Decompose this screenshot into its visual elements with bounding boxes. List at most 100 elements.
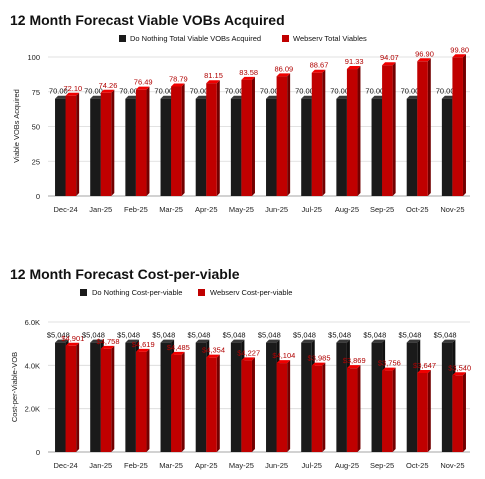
chart1-xtick-label: Oct-25 (406, 205, 429, 214)
chart2-legend: Do Nothing Cost-per-viable Webserv Cost-… (80, 288, 292, 297)
chart1-bar (206, 83, 217, 196)
chart1-bar (65, 95, 77, 196)
chart1-bar (171, 86, 182, 196)
chart1-bar-top (452, 54, 466, 58)
chart2-data-label: $4,354 (202, 346, 225, 355)
chart2-data-label: $4,758 (97, 337, 120, 346)
chart1-bar-top (311, 69, 326, 73)
chart2-bar-top (195, 339, 210, 343)
chart1-bar (311, 72, 323, 196)
chart1-bar-top (90, 95, 104, 99)
chart1-bar-top (171, 83, 185, 87)
chart2-data-label: $3,756 (378, 359, 401, 368)
chart2-data-label: $5,048 (152, 331, 175, 340)
chart2-bar-side (146, 348, 150, 452)
chart2-ytick-label: 2.0K (25, 405, 40, 414)
chart1-bar (336, 98, 347, 196)
chart1-xtick-label: Nov-25 (440, 205, 464, 214)
chart1-bar-top (371, 95, 386, 99)
chart1-data-label: 70.00 (330, 87, 349, 96)
chart2-bar (346, 368, 358, 452)
chart2-bar-side (111, 345, 115, 452)
chart1-ytick-label: 25 (32, 157, 40, 166)
chart2-data-label: $5,048 (293, 331, 316, 340)
chart2-xtick-label: Apr-25 (195, 461, 218, 470)
chart1-legend: Do Nothing Total Viable VOBs Acquired We… (119, 34, 367, 43)
chart2-bar-side (462, 372, 466, 452)
chart2-data-label: $3,985 (308, 354, 331, 363)
chart1-bar (125, 98, 136, 196)
chart2-xtick-label: Aug-25 (335, 461, 359, 470)
chart2-plot: 02.0K4.0K6.0K$5,048$4,901Dec-24$5,048$4,… (25, 318, 472, 470)
chart1-bar-side (251, 76, 255, 196)
chart2-bar (311, 365, 323, 452)
chart1-legend-swatch-0 (119, 35, 126, 42)
chart1-data-label: 99.80 (450, 45, 469, 54)
chart1-bar-side (357, 66, 361, 196)
chart2-bar (195, 342, 207, 452)
chart1-xtick-label: Jan-25 (89, 205, 112, 214)
chart1-data-label: 70.00 (119, 87, 138, 96)
chart2-legend-swatch-0 (80, 289, 87, 296)
chart1-xtick-label: Sep-25 (370, 205, 394, 214)
chart2-bar-top (135, 348, 150, 352)
chart2-xtick-label: Feb-25 (124, 461, 148, 470)
chart2-xtick-label: Dec-24 (53, 461, 77, 470)
chart2-bar-top (406, 339, 421, 343)
chart2-xtick-label: Sep-25 (370, 461, 394, 470)
chart2-bar (160, 342, 172, 452)
chart2-bar (241, 360, 252, 452)
chart1-bar (276, 76, 288, 196)
chart2-ytick-label: 0 (36, 448, 40, 457)
chart2-data-label: $5,048 (82, 331, 105, 340)
chart1-data-label: 91.33 (345, 57, 364, 66)
chart1-ytick-label: 0 (36, 192, 40, 201)
chart1-data-label: 76.49 (134, 78, 153, 87)
chart2-legend-label-0: Do Nothing Cost-per-viable (92, 288, 182, 297)
chart2-bar-side (251, 357, 255, 452)
chart1-bar (100, 92, 112, 196)
chart1-data-label: 81.15 (204, 71, 223, 80)
chart1-bar-side (322, 69, 326, 196)
chart2-bar (171, 354, 182, 452)
chart1-bar-side (427, 58, 431, 197)
chart1-bar (371, 98, 383, 196)
chart1-bar-top (206, 80, 220, 84)
chart1-data-label: 70.00 (225, 87, 244, 96)
chart2-bar-top (371, 339, 386, 343)
chart2-data-label: $5,048 (223, 331, 246, 340)
chart2-bar-side (357, 365, 361, 452)
chart1-ytick-label: 100 (27, 53, 40, 62)
chart1-data-label: 70.00 (401, 87, 420, 96)
chart2-bar-top (100, 345, 115, 349)
chart1-bar-top (417, 58, 431, 62)
chart2-bar-top (55, 339, 69, 343)
chart2-bar-side (427, 369, 431, 452)
chart2-bar (266, 342, 277, 452)
chart1-bar-side (216, 80, 220, 196)
chart1-bar (382, 65, 393, 196)
chart2-bar (452, 375, 463, 452)
chart2-data-label: $5,048 (328, 331, 351, 340)
chart1-bar-top (100, 89, 115, 93)
chart1-bar-top (160, 95, 175, 99)
chart2-bar-side (76, 342, 80, 452)
chart2-bar (406, 342, 418, 452)
chart2-xtick-label: Jan-25 (89, 461, 112, 470)
chart2-ytick-label: 4.0K (25, 361, 40, 370)
chart1-data-label: 83.58 (239, 68, 258, 77)
chart2-bar-top (346, 365, 361, 369)
chart2-bar-top (125, 339, 139, 343)
chart1-legend-label-1: Webserv Total Viables (293, 34, 367, 43)
chart2-data-label: $5,048 (187, 331, 210, 340)
chart2-data-label: $5,048 (117, 331, 140, 340)
chart1-data-label: 70.00 (49, 87, 68, 96)
chart2-bar-side (216, 354, 220, 452)
chart1-bar-top (125, 95, 139, 99)
chart2-data-label: $4,901 (61, 334, 84, 343)
chart2-bar (336, 342, 347, 452)
chart1-legend-label-0: Do Nothing Total Viable VOBs Acquired (130, 34, 261, 43)
chart1-bar-side (111, 89, 115, 196)
chart1-bar-top (406, 95, 421, 99)
chart2-bar-side (287, 360, 291, 452)
